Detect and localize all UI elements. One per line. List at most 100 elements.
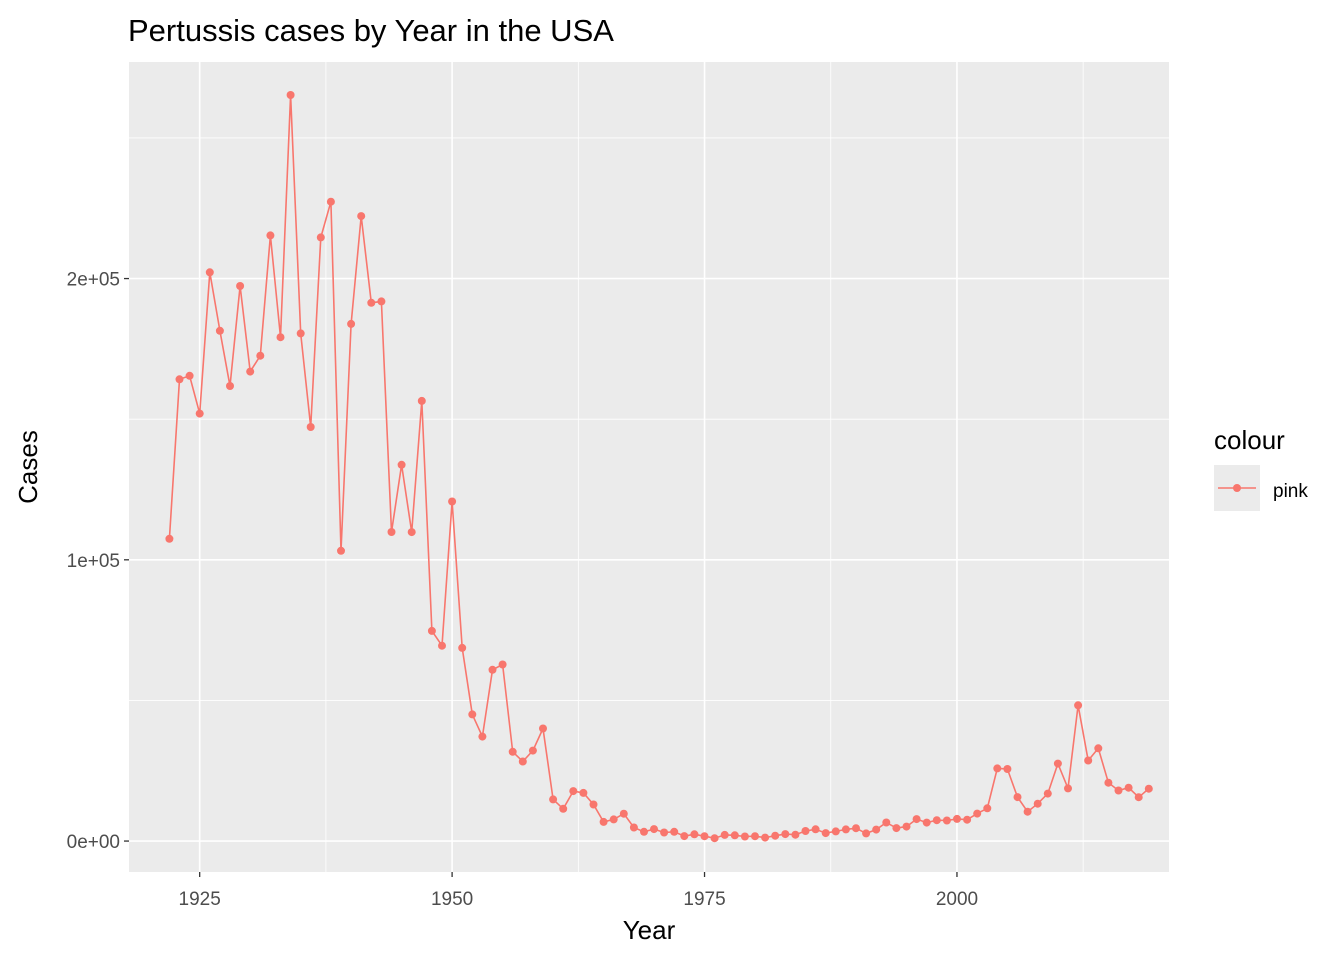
data-point	[427, 626, 436, 635]
data-point	[670, 827, 679, 836]
y-axis-title: Cases	[13, 430, 43, 504]
data-point	[932, 816, 941, 825]
data-point	[508, 747, 517, 756]
data-point	[266, 231, 275, 240]
data-point	[478, 732, 487, 741]
data-point	[337, 546, 345, 555]
data-point	[185, 371, 194, 380]
data-point	[559, 804, 568, 813]
data-point	[811, 825, 820, 834]
data-point	[973, 809, 982, 818]
y-tick-label: 1e+05	[67, 551, 120, 572]
data-point	[872, 825, 881, 834]
data-point	[650, 825, 658, 834]
legend: colour pink	[1214, 425, 1308, 511]
data-point	[407, 528, 416, 537]
data-point	[1114, 786, 1123, 795]
x-axis: 1925 1950 1975 2000	[179, 872, 978, 910]
data-point	[1053, 759, 1062, 768]
data-point	[720, 830, 729, 839]
data-point	[710, 834, 719, 843]
x-tick-label: 2000	[936, 889, 978, 910]
data-point	[690, 830, 699, 839]
data-point	[539, 724, 547, 733]
data-point	[326, 197, 335, 206]
data-point	[730, 831, 739, 840]
series-layer	[165, 91, 1153, 843]
data-point	[175, 375, 184, 384]
data-point	[993, 764, 1002, 773]
data-point	[963, 815, 972, 824]
data-point	[1023, 807, 1032, 816]
data-point	[1144, 784, 1153, 793]
data-point	[579, 788, 588, 797]
data-point	[296, 329, 305, 338]
data-point	[599, 817, 608, 826]
data-point	[569, 787, 578, 796]
minor-gridlines	[129, 62, 1169, 872]
data-point	[205, 268, 214, 277]
data-point	[397, 460, 406, 469]
data-point	[458, 643, 467, 652]
data-point	[902, 822, 911, 831]
legend-key-point	[1233, 484, 1241, 492]
data-point	[831, 827, 840, 836]
data-point	[629, 823, 638, 832]
data-point	[892, 824, 901, 833]
data-point	[195, 409, 204, 418]
data-point	[1043, 789, 1052, 798]
y-axis: 0e+00 1e+05 2e+05	[67, 270, 129, 853]
data-point	[286, 91, 295, 99]
data-point	[821, 829, 830, 838]
y-tick-label: 2e+05	[67, 270, 120, 291]
data-point	[1064, 784, 1072, 793]
data-point	[316, 233, 325, 242]
data-point	[448, 497, 457, 506]
data-point	[165, 534, 174, 543]
legend-title: colour	[1214, 425, 1285, 455]
data-point	[680, 832, 689, 841]
data-point	[1094, 744, 1103, 753]
data-point	[226, 382, 234, 390]
data-point	[276, 333, 285, 342]
data-point	[771, 831, 780, 840]
data-point	[1104, 778, 1113, 787]
major-gridlines	[129, 62, 1169, 872]
data-point	[347, 319, 356, 328]
data-point	[306, 423, 315, 431]
data-point	[781, 830, 790, 839]
data-point	[953, 814, 961, 823]
data-point	[700, 832, 709, 841]
data-point	[1134, 793, 1143, 802]
data-point	[983, 804, 992, 813]
data-point	[912, 815, 921, 824]
series-points-pink	[165, 91, 1153, 843]
chart-title: Pertussis cases by Year in the USA	[128, 13, 614, 48]
y-tick-label: 0e+00	[67, 832, 120, 853]
data-point	[1003, 765, 1012, 773]
x-tick-label: 1925	[179, 889, 221, 910]
data-point	[549, 795, 558, 804]
data-point	[488, 665, 497, 674]
data-point	[417, 396, 426, 405]
data-point	[357, 212, 366, 221]
data-point	[862, 829, 871, 838]
data-point	[609, 815, 618, 824]
data-point	[589, 800, 598, 809]
data-point	[619, 809, 628, 818]
data-point	[236, 282, 245, 290]
data-point	[438, 641, 446, 650]
data-point	[1033, 799, 1042, 808]
data-point	[1013, 793, 1022, 802]
plot-panel	[129, 62, 1169, 872]
data-point	[498, 660, 507, 669]
x-axis-title: Year	[623, 915, 676, 945]
data-point	[660, 828, 669, 837]
data-point	[246, 367, 255, 376]
data-point	[882, 818, 891, 827]
x-tick-label: 1975	[683, 889, 725, 910]
data-point	[256, 351, 265, 360]
data-point	[922, 818, 931, 827]
data-point	[528, 746, 537, 755]
